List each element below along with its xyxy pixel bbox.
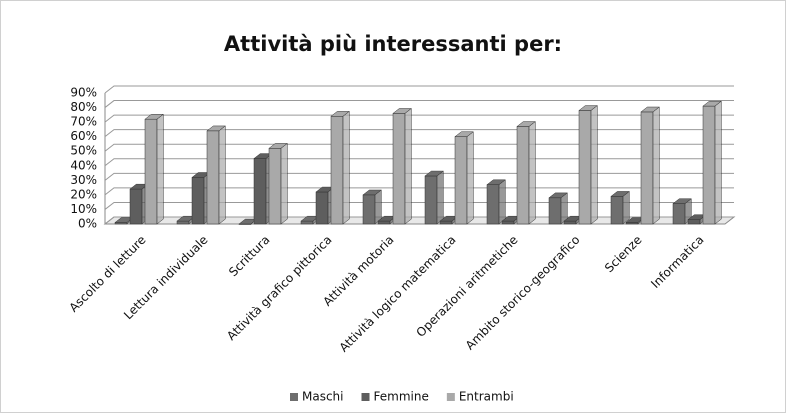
bar-front [516,126,530,225]
bar [578,105,599,225]
bar-front [300,220,314,225]
bar [144,113,165,225]
bar-front [268,148,282,225]
legend-label: Entrambi [459,390,514,404]
y-tick-label: 50% [70,144,97,158]
grid-line [104,100,734,108]
legend-label: Maschi [302,390,344,404]
bar-front [486,184,500,225]
legend-label: Femmine [374,390,429,404]
bar-side [528,121,536,225]
y-tick-label: 10% [70,202,97,216]
bar-side [622,190,630,225]
bar [486,179,507,225]
bar-front [315,191,329,225]
bar-side [156,113,164,225]
bar [702,100,723,225]
bar-front [702,105,716,225]
bar-front [563,220,577,225]
bar-front [176,220,190,225]
bar-side [218,125,226,225]
bar-front [548,197,562,225]
bar-front [362,194,376,225]
bar-side [652,106,660,225]
bar [454,131,475,225]
bar-side [436,170,444,225]
chart-title: Attività più interessanti per: [224,32,562,56]
bar-front [640,111,654,225]
bar-front [687,219,701,225]
bar [362,189,383,225]
y-tick-label: 60% [70,129,97,143]
bar-side [280,142,288,225]
y-tick-label: 30% [70,173,97,187]
bar-side [404,107,412,225]
bar-front [253,158,267,225]
y-tick-label: 70% [70,115,97,129]
bar-side [466,131,474,225]
bar-front [672,203,686,225]
legend-swatch [446,393,455,401]
bar-front [129,188,143,225]
bar-front [578,110,592,225]
bar-side [498,179,506,225]
bar-front [610,196,624,225]
bar-front [206,130,220,225]
bar-front [392,113,406,225]
bar-side [342,110,350,225]
bar [268,142,289,225]
bar-front [377,220,391,225]
bar [392,107,413,225]
bar-side [714,100,722,225]
legend-swatch [290,393,298,401]
y-tick-label: 90% [70,86,97,100]
bar-front [454,136,468,225]
grid-line [104,85,734,94]
bar-front [191,177,205,225]
bar [672,198,693,225]
bar-front [501,220,515,225]
y-tick-label: 80% [70,100,97,114]
bar [330,110,351,225]
bar-front [424,175,438,225]
bar-front [439,220,453,225]
bar-front [144,118,158,225]
y-tick-label: 20% [70,187,97,201]
bar [640,106,661,225]
legend-swatch [361,393,370,401]
bar [516,121,537,225]
y-tick-label: 0% [78,217,97,231]
bar [548,192,569,225]
grid-line [104,114,734,123]
bar [206,125,227,225]
bar-front [330,116,344,225]
bar [424,170,445,225]
bar-side [374,189,382,225]
bar [610,190,631,225]
y-tick-label: 40% [70,158,97,172]
bar [238,218,259,225]
bar-side [590,105,598,225]
